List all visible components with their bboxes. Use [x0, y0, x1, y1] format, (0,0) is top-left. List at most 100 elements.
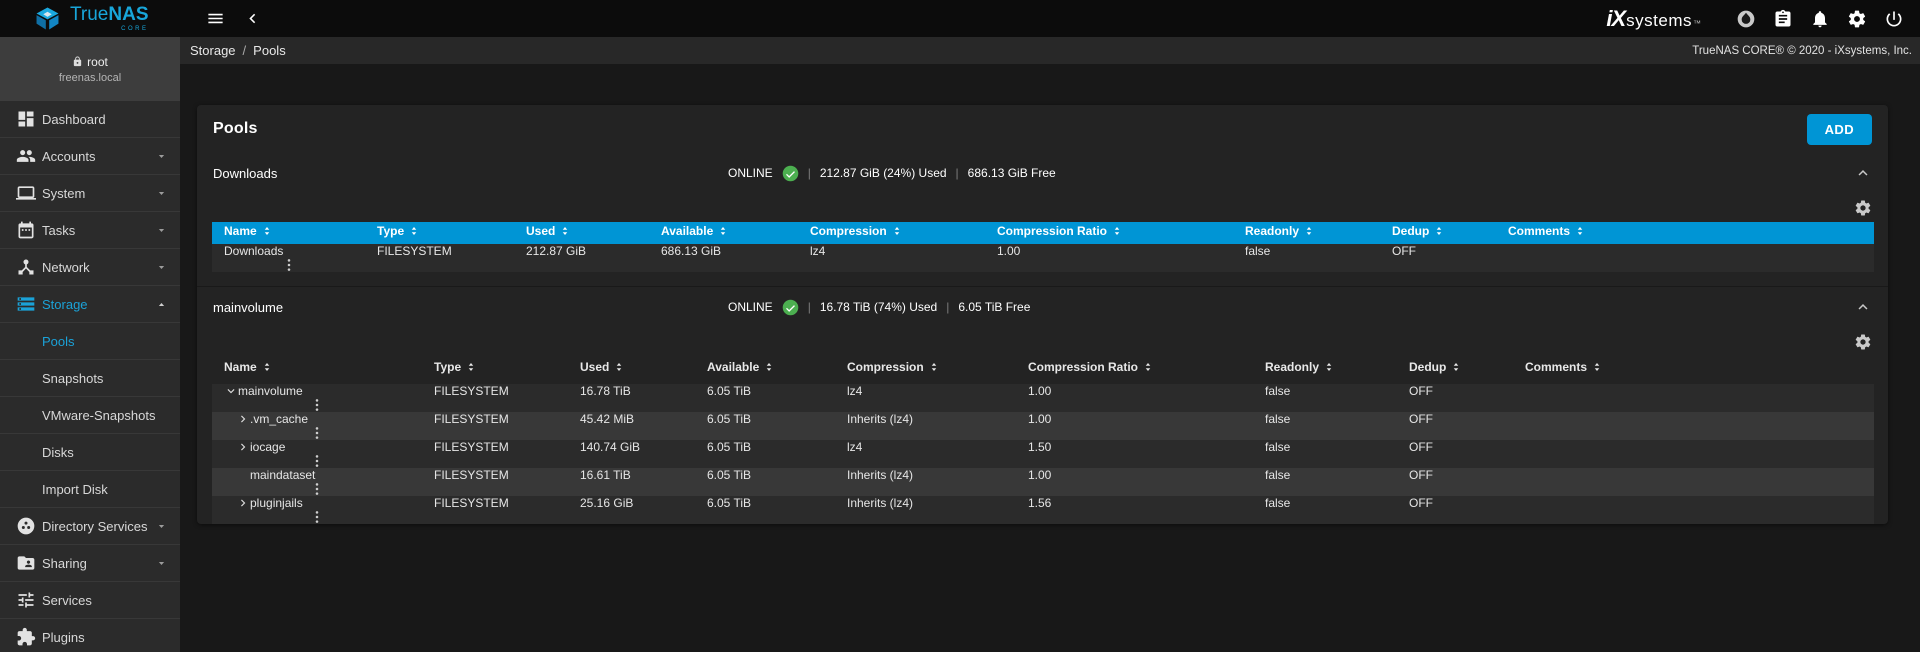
tasklist-icon[interactable]	[1773, 9, 1793, 29]
user-block: root freenas.local	[0, 37, 180, 101]
sidebar-item-tasks[interactable]: Tasks	[0, 212, 180, 249]
cell-used: 16.61 TiB	[568, 468, 695, 482]
row-actions-kebab-icon[interactable]	[309, 425, 325, 441]
chevron-down-icon[interactable]	[224, 384, 238, 398]
pool-gear-icon[interactable]	[1854, 333, 1872, 351]
sort-icon	[465, 361, 477, 373]
sidebar-item-plugins[interactable]: Plugins	[0, 619, 180, 652]
cell-readonly: false	[1233, 244, 1380, 258]
add-button[interactable]: ADD	[1807, 114, 1872, 145]
column-header-type[interactable]: Type	[365, 224, 514, 238]
cell-dedup: OFF	[1380, 244, 1496, 258]
sidebar-subitem-vmware-snapshots[interactable]: VMware-Snapshots	[0, 397, 180, 434]
column-header-dedup[interactable]: Dedup	[1397, 360, 1513, 374]
sidebar-item-accounts[interactable]: Accounts	[0, 138, 180, 175]
chevron-down-icon	[157, 189, 166, 198]
power-icon[interactable]	[1884, 9, 1904, 29]
sort-icon	[1591, 361, 1603, 373]
breadcrumb-pools[interactable]: Pools	[253, 43, 286, 58]
topbar-actions	[1736, 9, 1904, 29]
cell-compression-ratio: 1.00	[1016, 468, 1253, 482]
pool-status-text: ONLINE	[728, 166, 773, 180]
table-row-maindataset[interactable]: maindatasetFILESYSTEM16.61 TiB6.05 TiBIn…	[212, 468, 1874, 496]
sidebar-subitem-disks[interactable]: Disks	[0, 434, 180, 471]
column-header-comments[interactable]: Comments	[1496, 224, 1830, 238]
back-icon[interactable]	[239, 5, 266, 32]
column-header-compression-ratio[interactable]: Compression Ratio	[1016, 360, 1253, 374]
dataset-name: Downloads	[224, 244, 283, 258]
column-header-available[interactable]: Available	[649, 224, 798, 238]
pool-toolbar	[197, 327, 1888, 356]
column-header-compression-ratio[interactable]: Compression Ratio	[985, 224, 1233, 238]
chevron-right-icon[interactable]	[236, 440, 250, 454]
truecommand-icon[interactable]	[1736, 9, 1756, 29]
pool-table: NameTypeUsedAvailableCompressionCompress…	[212, 222, 1874, 272]
cell-used: 16.78 TiB	[568, 384, 695, 398]
row-actions-kebab-icon[interactable]	[309, 481, 325, 497]
column-header-comments[interactable]: Comments	[1513, 360, 1830, 374]
sidebar-item-storage[interactable]: Storage	[0, 286, 180, 323]
column-header-compression[interactable]: Compression	[835, 360, 1016, 374]
card-header: Pools ADD	[197, 105, 1888, 153]
bell-icon[interactable]	[1810, 9, 1830, 29]
pool-free-text: 686.13 GiB Free	[968, 166, 1056, 180]
sidebar-subitem-snapshots[interactable]: Snapshots	[0, 360, 180, 397]
sidebar-subitem-import-disk[interactable]: Import Disk	[0, 471, 180, 508]
sidebar-item-network[interactable]: Network	[0, 249, 180, 286]
sidebar-subitem-pools[interactable]: Pools	[0, 323, 180, 360]
dataset-name: maindataset	[250, 468, 315, 482]
column-header-readonly[interactable]: Readonly	[1233, 224, 1380, 238]
pool-status: ONLINE | 212.87 GiB (24%) Used | 686.13 …	[728, 165, 1056, 182]
row-actions-kebab-icon[interactable]	[309, 397, 325, 413]
table-row-iocage[interactable]: iocageFILESYSTEM140.74 GiB6.05 TiBlz41.5…	[212, 440, 1874, 468]
sort-icon	[891, 225, 903, 237]
table-row-vm-cache[interactable]: .vm_cacheFILESYSTEM45.42 MiB6.05 TiBInhe…	[212, 412, 1874, 440]
pool-name: mainvolume	[213, 300, 728, 315]
row-actions-kebab-icon[interactable]	[309, 453, 325, 469]
ixsystems-logo: iX systems ™	[1606, 6, 1701, 32]
topbar-right: iX systems ™	[1606, 6, 1920, 32]
cell-type: FILESYSTEM	[422, 412, 568, 426]
cell-compression-ratio: 1.56	[1016, 496, 1253, 510]
row-actions-kebab-icon[interactable]	[281, 257, 297, 273]
column-header-readonly[interactable]: Readonly	[1253, 360, 1397, 374]
directory-services-icon	[16, 516, 36, 536]
sort-icon	[1303, 225, 1315, 237]
cell-dedup: OFF	[1397, 496, 1513, 510]
collapse-pool-button[interactable]	[1852, 296, 1874, 318]
sidebar-item-directory-services[interactable]: Directory Services	[0, 508, 180, 545]
gear-icon[interactable]	[1847, 9, 1867, 29]
menu-icon[interactable]	[202, 5, 229, 32]
pool-gear-icon[interactable]	[1854, 199, 1872, 217]
column-header-dedup[interactable]: Dedup	[1380, 224, 1496, 238]
column-header-available[interactable]: Available	[695, 360, 835, 374]
pool-toolbar	[197, 193, 1888, 222]
column-header-name[interactable]: Name	[212, 224, 365, 238]
column-header-type[interactable]: Type	[422, 360, 568, 374]
pool-table: NameTypeUsedAvailableCompressionCompress…	[212, 356, 1874, 524]
sidebar-item-sharing[interactable]: Sharing	[0, 545, 180, 582]
row-actions-kebab-icon[interactable]	[309, 509, 325, 525]
network-icon	[16, 257, 36, 277]
column-header-name[interactable]: Name	[212, 360, 422, 374]
chevron-right-icon[interactable]	[236, 412, 250, 426]
chevron-right-icon[interactable]	[236, 496, 250, 510]
column-header-used[interactable]: Used	[568, 360, 695, 374]
breadcrumb-storage[interactable]: Storage	[190, 43, 236, 58]
sort-icon	[613, 361, 625, 373]
sidebar-item-services[interactable]: Services	[0, 582, 180, 619]
dataset-name: .vm_cache	[250, 412, 308, 426]
sidebar-item-dashboard[interactable]: Dashboard	[0, 101, 180, 138]
table-row-mainvolume[interactable]: mainvolumeFILESYSTEM16.78 TiB6.05 TiBlz4…	[212, 384, 1874, 412]
table-row-downloads[interactable]: DownloadsFILESYSTEM212.87 GiB686.13 GiBl…	[212, 244, 1874, 272]
breadcrumb-bar: Storage / Pools TrueNAS CORE® © 2020 - i…	[180, 37, 1920, 64]
table-row-pluginjails[interactable]: pluginjailsFILESYSTEM25.16 GiB6.05 TiBIn…	[212, 496, 1874, 524]
pool-used-text: 16.78 TiB (74%) Used	[820, 300, 937, 314]
sidebar-item-system[interactable]: System	[0, 175, 180, 212]
sort-icon	[559, 225, 571, 237]
column-header-used[interactable]: Used	[514, 224, 649, 238]
collapse-pool-button[interactable]	[1852, 162, 1874, 184]
column-header-compression[interactable]: Compression	[798, 224, 985, 238]
cell-readonly: false	[1253, 496, 1397, 510]
system-icon	[16, 183, 36, 203]
